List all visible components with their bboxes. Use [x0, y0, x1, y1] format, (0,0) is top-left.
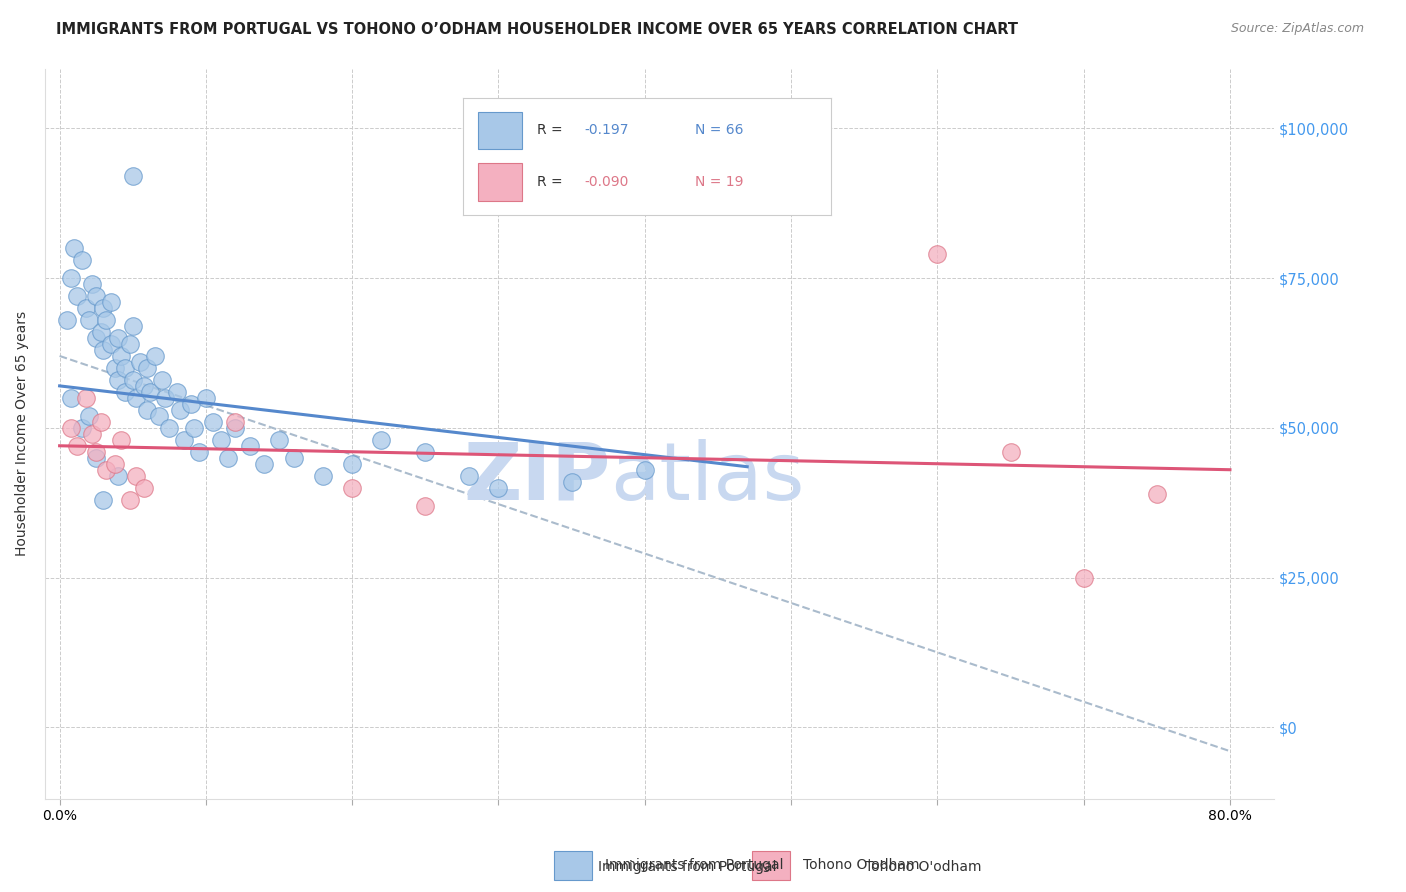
Point [194, 391, 217, 405]
Point [107, 331, 129, 345]
Text: Source: ZipAtlas.com: Source: ZipAtlas.com [1230, 22, 1364, 36]
Point [90, 325, 112, 339]
Point [60, 271, 83, 285]
Text: atlas: atlas [610, 439, 804, 516]
Point [107, 373, 129, 387]
Point [253, 457, 276, 471]
Point [104, 360, 127, 375]
Point [340, 481, 363, 495]
Point [121, 373, 143, 387]
Point [150, 373, 173, 387]
Point [488, 481, 510, 495]
Point [153, 391, 176, 405]
Point [60, 391, 83, 405]
Point [66, 289, 89, 303]
Text: IMMIGRANTS FROM PORTUGAL VS TOHONO O’ODHAM HOUSEHOLDER INCOME OVER 65 YEARS CORR: IMMIGRANTS FROM PORTUGAL VS TOHONO O’ODH… [56, 22, 1018, 37]
Point [121, 318, 143, 333]
Point [340, 457, 363, 471]
Point [224, 421, 246, 435]
Point [139, 384, 162, 399]
Point [202, 415, 225, 429]
Point [239, 439, 262, 453]
Point [187, 444, 209, 458]
FancyBboxPatch shape [752, 851, 790, 880]
Y-axis label: Householder Income Over 65 years: Householder Income Over 65 years [15, 311, 30, 557]
Point [70, 253, 93, 268]
Point [118, 492, 141, 507]
Point [104, 457, 127, 471]
Point [110, 349, 132, 363]
Point [84, 450, 107, 465]
Point [267, 433, 290, 447]
Point [93, 492, 115, 507]
Point [1000, 444, 1022, 458]
Point [75, 301, 97, 315]
Point [136, 360, 159, 375]
Point [84, 289, 107, 303]
Point [183, 421, 205, 435]
Point [96, 313, 118, 327]
Point [1073, 570, 1095, 584]
Point [96, 463, 118, 477]
Point [180, 397, 202, 411]
Point [124, 468, 146, 483]
Point [66, 439, 89, 453]
Point [77, 313, 100, 327]
Point [173, 433, 195, 447]
Point [927, 247, 949, 261]
Point [1146, 486, 1168, 500]
Point [84, 331, 107, 345]
Point [60, 421, 83, 435]
FancyBboxPatch shape [554, 851, 592, 880]
Point [561, 475, 583, 489]
Point [148, 409, 170, 423]
Point [121, 169, 143, 184]
Point [80, 426, 103, 441]
Text: ZIP: ZIP [463, 439, 610, 516]
Point [283, 450, 305, 465]
Point [134, 379, 156, 393]
Point [143, 349, 166, 363]
Point [157, 421, 180, 435]
Point [100, 337, 122, 351]
Point [312, 468, 335, 483]
Point [114, 384, 136, 399]
Point [166, 384, 188, 399]
Text: Tohono O'odham: Tohono O'odham [865, 860, 981, 874]
Point [90, 415, 112, 429]
Text: Tohono O'odham: Tohono O'odham [803, 858, 920, 872]
Point [415, 499, 437, 513]
Point [224, 415, 246, 429]
Point [136, 402, 159, 417]
Point [458, 468, 481, 483]
Point [134, 481, 156, 495]
Point [84, 444, 107, 458]
Point [63, 241, 86, 255]
Point [110, 433, 132, 447]
Point [169, 402, 191, 417]
Point [124, 391, 146, 405]
Text: Immigrants from Portugal: Immigrants from Portugal [598, 860, 776, 874]
Point [93, 343, 115, 357]
Point [100, 295, 122, 310]
Point [634, 463, 657, 477]
Point [75, 391, 97, 405]
Point [370, 433, 392, 447]
Point [114, 360, 136, 375]
Point [70, 421, 93, 435]
Point [77, 409, 100, 423]
Text: Immigrants from Portugal: Immigrants from Portugal [605, 858, 783, 872]
Point [118, 337, 141, 351]
Point [107, 468, 129, 483]
Point [217, 450, 239, 465]
Point [93, 301, 115, 315]
Point [415, 444, 437, 458]
Point [56, 313, 79, 327]
Point [209, 433, 232, 447]
Point [129, 355, 152, 369]
Point [80, 277, 103, 291]
